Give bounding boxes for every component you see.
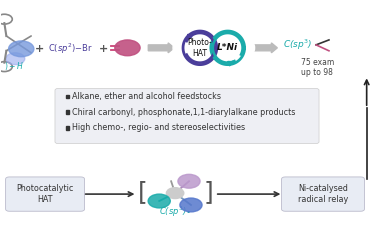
- Circle shape: [148, 194, 170, 208]
- Bar: [66, 110, 70, 114]
- Circle shape: [115, 40, 140, 56]
- Circle shape: [178, 174, 200, 188]
- Text: ]: ]: [204, 180, 214, 204]
- Circle shape: [6, 53, 25, 65]
- Text: [: [: [138, 180, 148, 204]
- Circle shape: [180, 198, 202, 212]
- FancyBboxPatch shape: [6, 177, 85, 211]
- FancyArrow shape: [148, 43, 174, 53]
- Text: 75 exam: 75 exam: [301, 58, 334, 67]
- Bar: [66, 95, 70, 98]
- Bar: [66, 126, 70, 130]
- Text: $)-$H: $)-$H: [5, 60, 24, 72]
- Circle shape: [167, 188, 184, 198]
- Text: Chiral carbonyl, phosphonate,1,1-diarylalkane products: Chiral carbonyl, phosphonate,1,1-diaryla…: [72, 108, 295, 117]
- Circle shape: [9, 41, 34, 57]
- FancyBboxPatch shape: [282, 177, 364, 211]
- Text: up to 98: up to 98: [301, 68, 333, 77]
- Text: C($sp^2$)$-$Br: C($sp^2$)$-$Br: [48, 42, 93, 56]
- Text: C($sp^3$)$\bullet$: C($sp^3$)$\bullet$: [159, 205, 191, 219]
- Text: Photocatalytic
HAT: Photocatalytic HAT: [17, 184, 74, 204]
- FancyArrow shape: [252, 43, 277, 53]
- FancyBboxPatch shape: [55, 88, 319, 143]
- Circle shape: [201, 31, 255, 65]
- Text: L*Ni: L*Ni: [217, 43, 238, 52]
- Text: Alkane, ether and alcohol feedstocks: Alkane, ether and alcohol feedstocks: [72, 92, 221, 101]
- Text: Photo-
HAT: Photo- HAT: [188, 38, 212, 58]
- Text: High chemo-, regio- and stereoselectivities: High chemo-, regio- and stereoselectivit…: [72, 123, 245, 132]
- Circle shape: [173, 31, 227, 65]
- Text: +: +: [35, 44, 44, 54]
- Text: Ni-catalysed
radical relay: Ni-catalysed radical relay: [298, 184, 348, 204]
- Text: C($sp^3$): C($sp^3$): [283, 38, 313, 52]
- Text: +: +: [99, 44, 108, 54]
